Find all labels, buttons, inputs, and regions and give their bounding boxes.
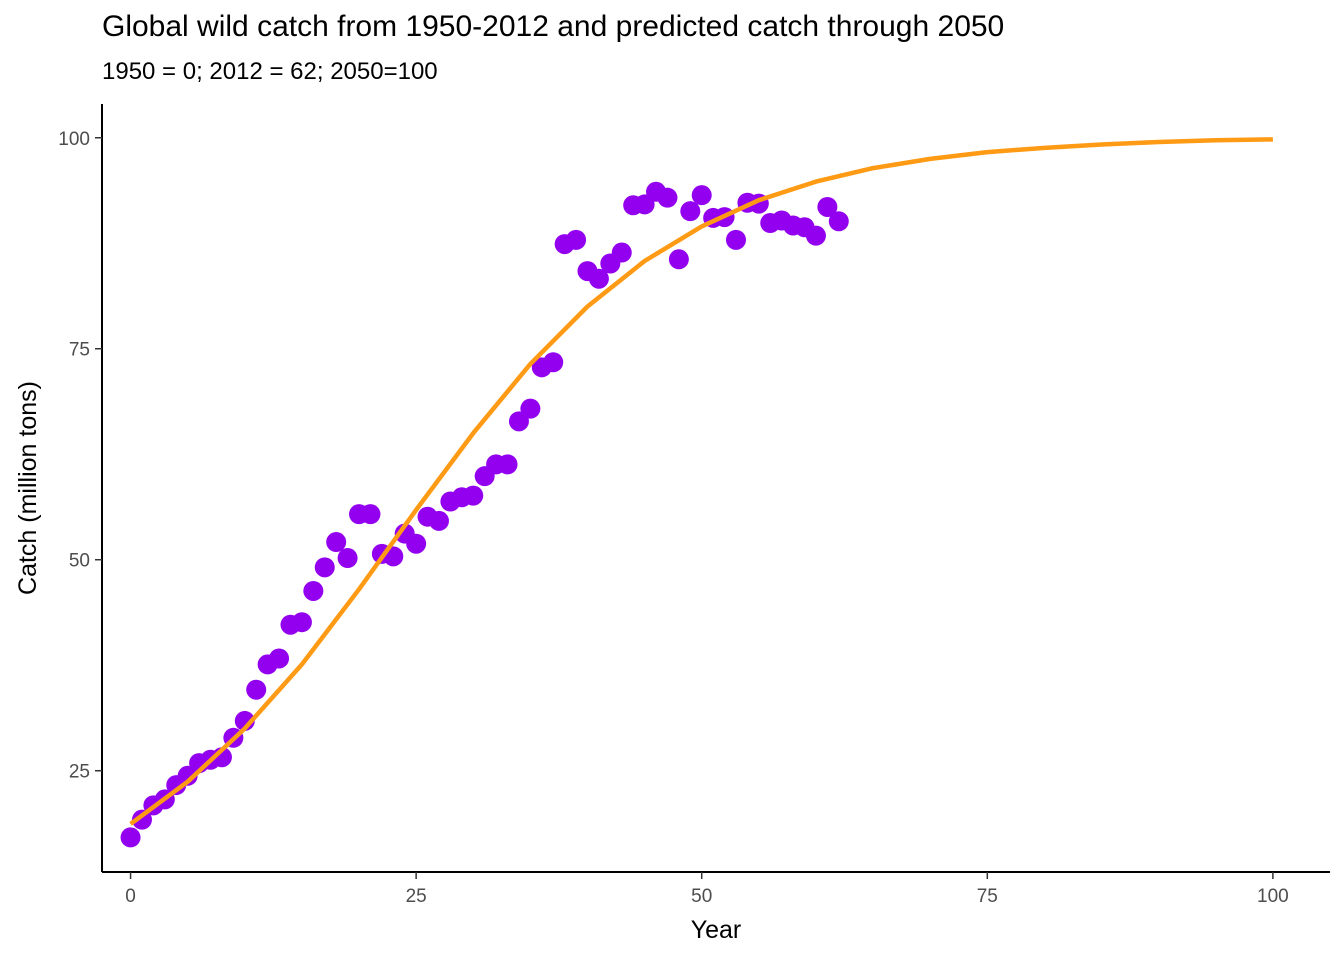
x-tick-label: 25 xyxy=(406,886,427,907)
y-tick-label: 100 xyxy=(58,129,90,150)
data-point xyxy=(120,827,141,848)
data-point xyxy=(611,242,632,263)
data-point xyxy=(131,809,152,830)
chart-subtitle: 1950 = 0; 2012 = 62; 2050=100 xyxy=(102,58,438,85)
data-point xyxy=(269,648,290,669)
predicted-curve xyxy=(129,137,1273,826)
y-tick-label: 50 xyxy=(69,551,90,572)
x-tick-label: 100 xyxy=(1257,886,1289,907)
x-axis-ticks: 0 25 50 75 100 xyxy=(125,872,1289,907)
x-tick-label: 75 xyxy=(977,886,998,907)
data-point xyxy=(291,612,312,633)
data-point xyxy=(326,532,347,553)
x-axis-title: Year xyxy=(691,916,742,944)
x-tick-label: 50 xyxy=(691,886,712,907)
data-point xyxy=(303,580,324,601)
data-point xyxy=(828,211,849,232)
data-point xyxy=(680,201,701,222)
data-point xyxy=(817,196,838,217)
data-point xyxy=(520,398,541,419)
data-point xyxy=(543,352,564,373)
data-point xyxy=(360,504,381,525)
data-point xyxy=(588,268,609,289)
data-point xyxy=(657,187,678,208)
data-point xyxy=(314,557,335,578)
data-point xyxy=(566,229,587,250)
catch-points xyxy=(120,181,849,848)
y-axis-title: Catch (million tons) xyxy=(14,381,42,595)
y-tick-label: 75 xyxy=(69,340,90,361)
axes xyxy=(101,104,1330,873)
data-point xyxy=(497,454,518,475)
data-point xyxy=(406,533,427,554)
data-point xyxy=(463,485,484,506)
data-point xyxy=(337,548,358,569)
data-point xyxy=(691,185,712,206)
data-point xyxy=(246,679,267,700)
data-point xyxy=(428,510,449,531)
prediction-line xyxy=(129,137,1273,826)
y-tick-label: 25 xyxy=(69,762,90,783)
data-point xyxy=(668,249,689,270)
y-axis-ticks: 25 50 75 100 xyxy=(58,129,102,783)
data-point xyxy=(725,229,746,250)
chart-title: Global wild catch from 1950-2012 and pre… xyxy=(102,10,1005,43)
data-point xyxy=(805,225,826,246)
x-tick-label: 0 xyxy=(125,886,136,907)
